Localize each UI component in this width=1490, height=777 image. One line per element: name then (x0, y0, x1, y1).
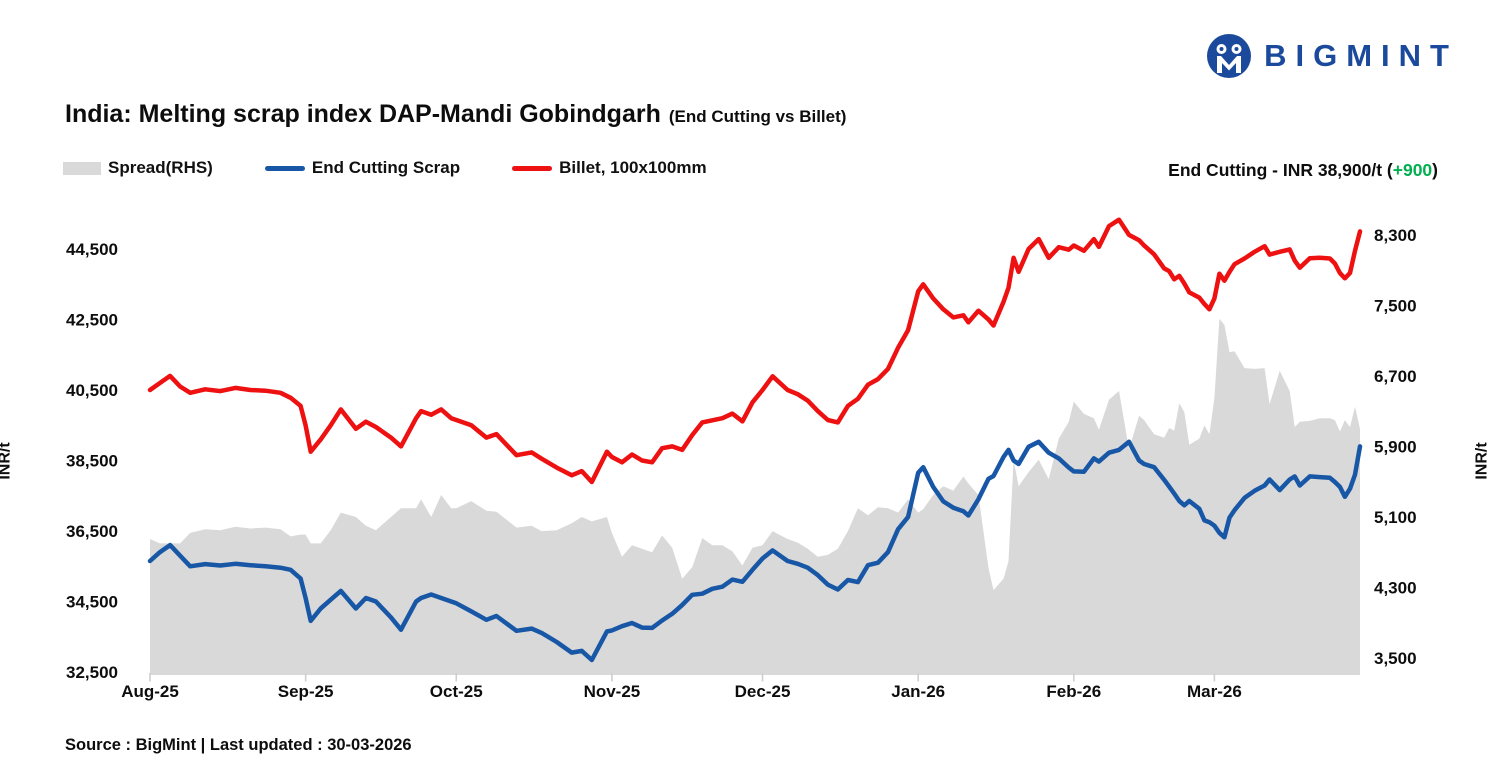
right-axis-tick: 3,500 (1374, 649, 1417, 668)
spread-swatch-icon (63, 161, 101, 175)
x-axis-tick-label: Oct-25 (430, 682, 483, 701)
legend-label-spread: Spread(RHS) (108, 158, 213, 177)
left-axis-tick: 40,500 (66, 381, 118, 400)
left-axis-tick: 36,500 (66, 522, 118, 541)
billet-line (147, 217, 1363, 485)
legend-item-billet: Billet, 100x100mm (512, 158, 707, 178)
right-axis-tick: 8,300 (1374, 226, 1417, 245)
x-axis-tick-label: Dec-25 (735, 682, 791, 701)
bigmint-wordmark: BIGMINT (1264, 38, 1458, 73)
legend-item-scrap: End Cutting Scrap (264, 158, 461, 178)
legend-item-spread: Spread(RHS) (63, 158, 213, 178)
left-axis-tick: 44,500 (66, 240, 118, 259)
x-axis-tick-label: Aug-25 (121, 682, 179, 701)
annotation-suffix: ) (1432, 160, 1438, 180)
left-axis-tick: 34,500 (66, 593, 118, 612)
chart-legend: Spread(RHS) End Cutting Scrap Billet, 10… (63, 158, 759, 178)
source-note: Source : BigMint | Last updated : 30-03-… (65, 736, 412, 754)
title-main: India: Melting scrap index DAP-Mandi Gob… (65, 100, 661, 128)
annotation-label: End Cutting - INR 38,900/t ( (1168, 160, 1393, 180)
title-sub: (End Cutting vs Billet) (668, 107, 847, 126)
left-axis-tick: 38,500 (66, 452, 118, 471)
bigmint-logo: BIGMINT (1206, 33, 1458, 79)
spread-area (150, 318, 1360, 675)
right-axis-tick: 5,900 (1374, 438, 1417, 457)
left-axis-title: INR/t (0, 442, 14, 480)
scrap-line-swatch-icon (264, 165, 305, 171)
scrap-line (147, 439, 1363, 663)
left-axis-tick: 32,500 (66, 663, 118, 682)
x-axis-tick-label: Jan-26 (891, 682, 945, 701)
x-axis-tick-label: Mar-26 (1187, 682, 1242, 701)
x-axis-tick-label: Sep-25 (278, 682, 334, 701)
legend-label-billet: Billet, 100x100mm (559, 158, 707, 177)
left-axis-tick: 42,500 (66, 311, 118, 330)
right-axis-tick: 4,300 (1374, 579, 1417, 598)
billet-line-swatch-icon (512, 165, 553, 171)
right-axis-tick: 5,100 (1374, 508, 1417, 527)
page-title: India: Melting scrap index DAP-Mandi Gob… (65, 100, 846, 129)
bigmint-logo-icon (1207, 34, 1252, 78)
legend-label-scrap: End Cutting Scrap (311, 158, 461, 177)
right-axis-tick: 6,700 (1374, 367, 1417, 386)
right-axis-title: INR/t (1473, 442, 1490, 480)
latest-price-annotation: End Cutting - INR 38,900/t (+900) (1168, 160, 1438, 181)
x-axis-tick-label: Feb-26 (1046, 682, 1101, 701)
x-axis-tick-label: Nov-25 (584, 682, 641, 701)
annotation-change: +900 (1392, 160, 1433, 180)
right-axis-tick: 7,500 (1374, 297, 1417, 316)
